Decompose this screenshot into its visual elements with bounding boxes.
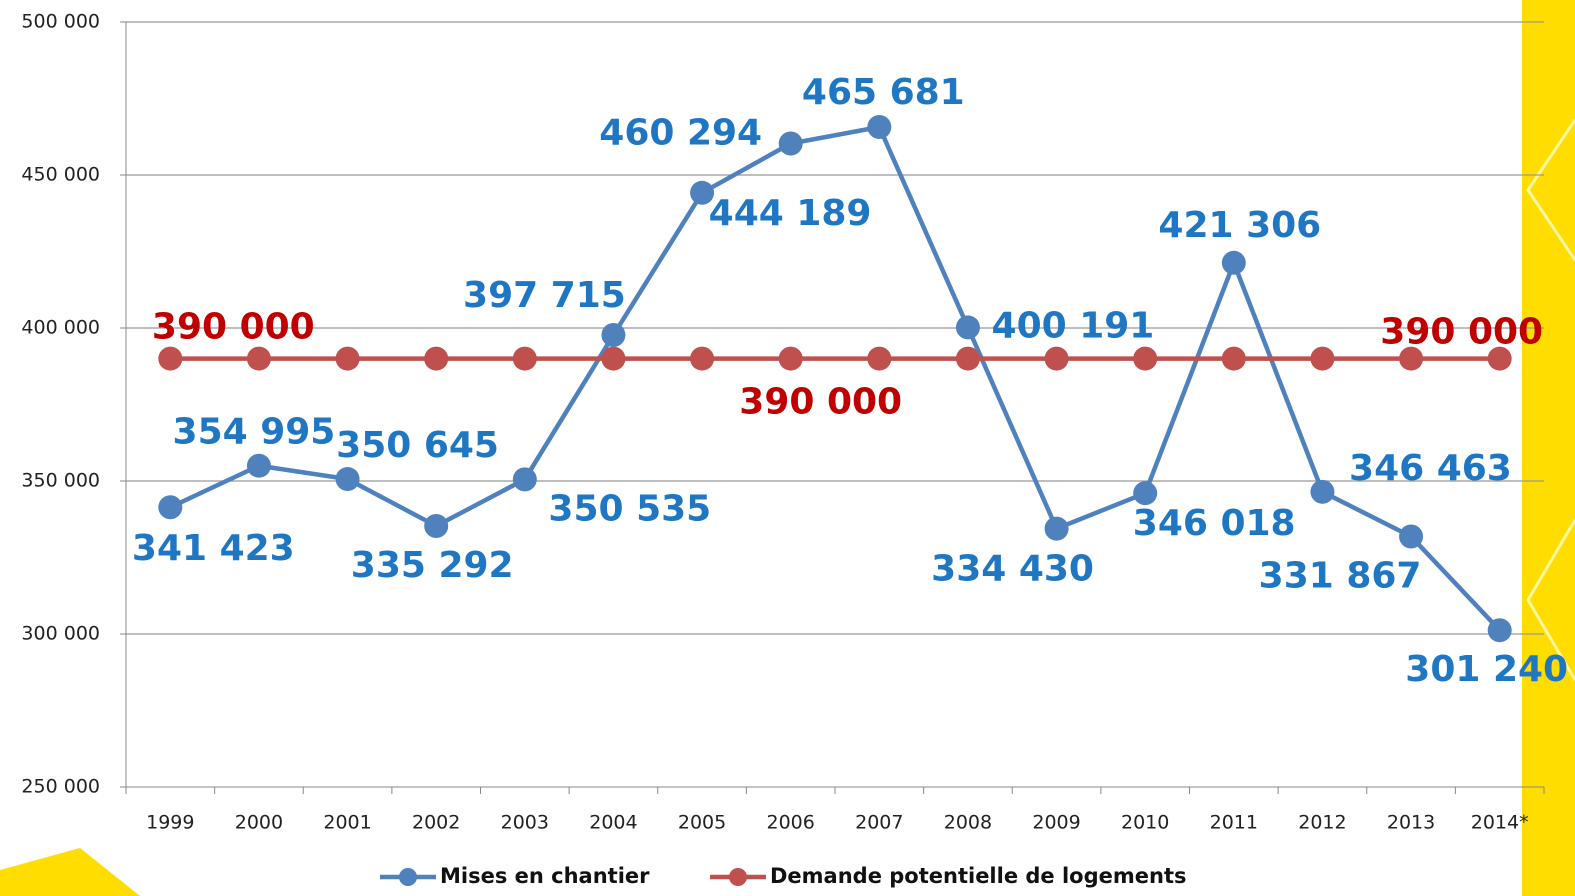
x-tick-label: 2009: [1032, 812, 1080, 834]
x-tick-label: 2007: [855, 812, 903, 834]
data-label: 354 995: [173, 412, 336, 453]
point: [512, 467, 537, 492]
point: [335, 346, 360, 371]
series-line: [169, 124, 1502, 632]
y-tick-label: 450 000: [21, 164, 100, 186]
legend-swatch: [399, 868, 417, 886]
point: [1399, 524, 1424, 549]
data-label: 341 423: [132, 528, 295, 569]
point: [512, 346, 537, 371]
data-label: 390 000: [152, 307, 315, 348]
data-label: 400 191: [992, 305, 1155, 346]
point: [1044, 346, 1069, 371]
data-label: 350 645: [336, 425, 499, 466]
point: [158, 346, 183, 371]
point: [601, 346, 626, 371]
data-label: 331 867: [1259, 555, 1422, 596]
x-tick-label: 2008: [944, 812, 992, 834]
point: [867, 115, 892, 140]
point: [1221, 346, 1246, 371]
point: [424, 514, 449, 539]
point: [1133, 346, 1158, 371]
legend-label: Demande potentielle de logements: [770, 864, 1186, 888]
point: [690, 346, 715, 371]
data-label: 390 000: [739, 382, 902, 423]
legend-label: Mises en chantier: [440, 864, 650, 888]
x-tick-label: 2010: [1121, 812, 1169, 834]
x-tick-label: 2014*: [1471, 812, 1529, 834]
point: [778, 131, 803, 156]
point: [867, 346, 892, 371]
data-label: 346 463: [1349, 448, 1512, 489]
x-tick-label: 2001: [323, 812, 371, 834]
point: [1487, 618, 1512, 643]
point: [1310, 479, 1335, 504]
point: [601, 322, 626, 347]
x-tick-label: 2006: [767, 812, 815, 834]
point: [778, 346, 803, 371]
data-label: 335 292: [351, 545, 514, 586]
x-tick-label: 2002: [412, 812, 460, 834]
point: [955, 315, 980, 340]
point: [1044, 516, 1069, 541]
point: [1310, 346, 1335, 371]
x-tick-label: 2005: [678, 812, 726, 834]
x-tick-label: 2004: [589, 812, 637, 834]
x-tick-label: 2000: [235, 812, 283, 834]
x-tick-label: 2013: [1387, 812, 1435, 834]
point: [1487, 346, 1512, 371]
point: [955, 346, 980, 371]
y-tick-label: 250 000: [21, 776, 100, 798]
data-label: 346 018: [1133, 503, 1296, 544]
data-label: 444 189: [709, 193, 872, 234]
y-tick-label: 400 000: [21, 317, 100, 339]
data-label: 465 681: [802, 72, 965, 113]
y-tick-label: 350 000: [21, 470, 100, 492]
x-tick-label: 2003: [501, 812, 549, 834]
y-tick-label: 300 000: [21, 623, 100, 645]
data-label: 334 430: [931, 549, 1094, 590]
data-label: 460 294: [599, 113, 762, 154]
data-label: 350 535: [548, 488, 711, 529]
point: [335, 467, 360, 492]
x-tick-label: 1999: [146, 812, 194, 834]
data-label: 301 240: [1405, 649, 1568, 690]
point: [158, 495, 183, 520]
point: [424, 346, 449, 371]
point: [246, 346, 271, 371]
point: [1399, 346, 1424, 371]
point: [1221, 250, 1246, 275]
data-label: 421 306: [1158, 205, 1321, 246]
data-label: 390 000: [1380, 312, 1543, 353]
x-tick-label: 2011: [1210, 812, 1258, 834]
data-label: 397 715: [463, 275, 626, 316]
point: [246, 453, 271, 478]
y-tick-label: 500 000: [21, 11, 100, 33]
x-tick-label: 2012: [1298, 812, 1346, 834]
point: [1133, 481, 1158, 506]
point: [690, 180, 715, 205]
legend-swatch: [729, 868, 747, 886]
